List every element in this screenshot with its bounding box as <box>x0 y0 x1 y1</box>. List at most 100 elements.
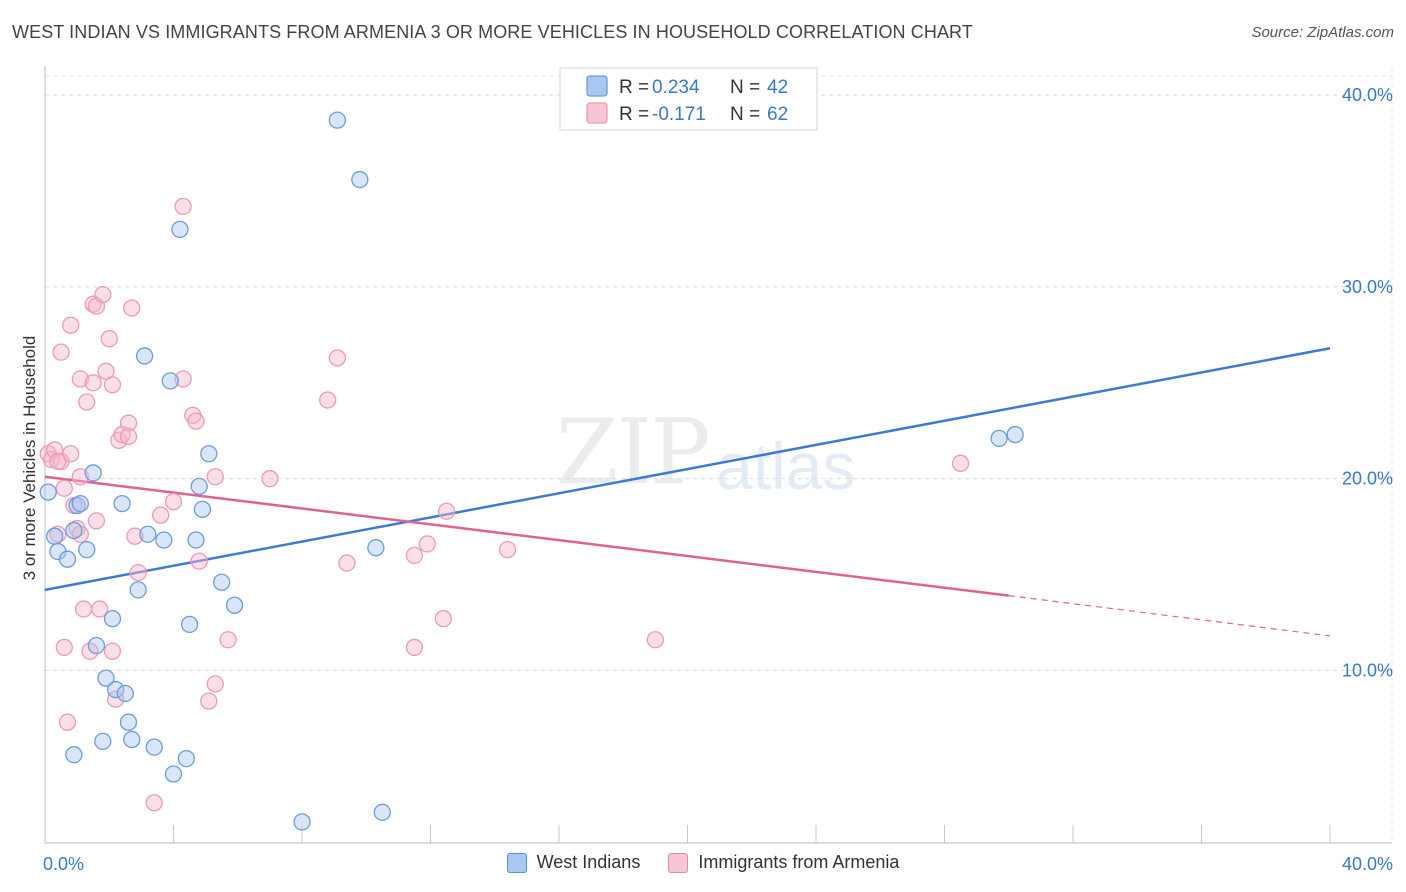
y-tick-label: 10.0% <box>1342 660 1393 680</box>
legend-swatch-pink <box>668 852 689 873</box>
legend-n-label: N = <box>730 77 760 98</box>
point-west-indians <box>45 527 64 545</box>
point-armenia <box>62 316 80 334</box>
point-west-indians <box>145 738 163 756</box>
point-armenia <box>338 554 356 572</box>
point-armenia <box>49 452 67 471</box>
bottom-legend: West Indians Immigrants from Armenia <box>0 852 1406 873</box>
point-armenia <box>200 692 218 710</box>
y-tick-label: 20.0% <box>1342 469 1393 489</box>
point-west-indians <box>177 749 196 768</box>
point-armenia <box>62 445 80 463</box>
point-west-indians <box>367 539 385 557</box>
point-west-indians <box>193 500 212 519</box>
point-west-indians <box>161 372 179 390</box>
point-west-indians <box>39 483 57 501</box>
x-tick-label-min: 0.0% <box>43 854 84 874</box>
point-armenia <box>498 540 517 559</box>
point-armenia <box>126 527 144 545</box>
point-armenia <box>206 675 224 693</box>
point-west-indians <box>373 803 391 821</box>
point-west-indians <box>225 596 244 614</box>
gridlines <box>45 68 1393 843</box>
point-west-indians <box>180 615 199 634</box>
point-armenia <box>87 512 106 530</box>
legend-r-label: R = <box>619 104 649 125</box>
point-armenia <box>71 468 89 486</box>
point-armenia <box>100 330 118 348</box>
point-west-indians <box>293 813 311 831</box>
point-armenia <box>174 370 192 388</box>
legend-swatch <box>586 75 608 97</box>
point-armenia <box>151 506 170 524</box>
point-armenia <box>418 535 436 553</box>
point-west-indians <box>351 170 369 189</box>
chart-title: WEST INDIAN VS IMMIGRANTS FROM ARMENIA 3… <box>12 22 973 42</box>
point-armenia <box>123 299 141 317</box>
point-west-indians <box>164 765 183 783</box>
point-armenia <box>206 468 224 486</box>
trend-armenia <box>44 475 1009 597</box>
trend-west-indians <box>44 347 1331 592</box>
legend-label-west-indians: West Indians <box>536 852 641 872</box>
legend-item-west-indians[interactable]: West Indians <box>506 852 641 873</box>
trend-lines <box>44 347 1331 637</box>
legend-n-value: 42 <box>767 77 788 98</box>
data-points <box>39 111 1024 831</box>
point-armenia <box>129 563 147 582</box>
y-tick-label: 40.0% <box>1342 85 1393 105</box>
point-armenia <box>190 552 208 570</box>
point-west-indians <box>990 429 1008 448</box>
legend-swatch <box>586 102 608 124</box>
point-west-indians <box>190 477 208 495</box>
legend-r-value: 0.234 <box>652 77 700 98</box>
source-label: Source: ZipAtlas.com <box>1251 24 1394 41</box>
point-armenia <box>437 502 456 520</box>
point-armenia <box>261 470 279 488</box>
point-armenia <box>107 690 125 708</box>
point-armenia <box>145 794 163 812</box>
legend: R = 0.234 N = 42 R = -0.171 N = 62 <box>559 67 818 131</box>
point-armenia <box>119 414 138 432</box>
point-west-indians <box>123 730 141 749</box>
point-armenia <box>434 610 453 628</box>
legend-item-armenia[interactable]: Immigrants from Armenia <box>668 852 899 873</box>
point-armenia <box>951 454 970 472</box>
point-armenia <box>71 370 89 388</box>
point-west-indians <box>200 445 218 463</box>
point-west-indians <box>97 669 115 687</box>
point-armenia <box>55 479 73 497</box>
x-tick-label-max: 40.0% <box>1342 854 1393 874</box>
point-armenia <box>405 546 424 565</box>
point-west-indians <box>94 732 112 751</box>
point-west-indians <box>78 540 96 559</box>
watermark-zip: ZIP <box>556 400 711 505</box>
point-armenia <box>90 600 109 618</box>
legend-r-value: -0.171 <box>652 104 706 125</box>
point-west-indians <box>119 713 138 731</box>
point-west-indians <box>139 525 157 543</box>
point-armenia <box>58 713 77 731</box>
point-west-indians <box>71 494 89 513</box>
point-armenia <box>646 631 665 649</box>
y-tick-label: 30.0% <box>1342 277 1393 297</box>
point-west-indians <box>107 680 125 699</box>
point-armenia <box>328 349 346 367</box>
point-armenia <box>405 638 424 657</box>
legend-label-armenia: Immigrants from Armenia <box>698 852 900 872</box>
point-west-indians <box>213 573 231 591</box>
point-west-indians <box>116 684 134 703</box>
tick-labels: 10.0% 20.0% 30.0% 40.0% 0.0% 40.0% <box>43 85 1393 874</box>
point-armenia <box>55 638 73 657</box>
point-armenia <box>164 493 183 511</box>
point-armenia <box>103 642 122 660</box>
legend-r-label: R = <box>619 77 649 98</box>
point-armenia <box>52 343 70 361</box>
point-armenia <box>187 412 205 430</box>
point-west-indians <box>65 521 83 540</box>
point-west-indians <box>58 550 77 568</box>
point-armenia <box>94 285 112 304</box>
point-armenia <box>84 374 102 392</box>
legend-swatch-blue <box>506 852 527 873</box>
point-west-indians <box>87 636 106 655</box>
